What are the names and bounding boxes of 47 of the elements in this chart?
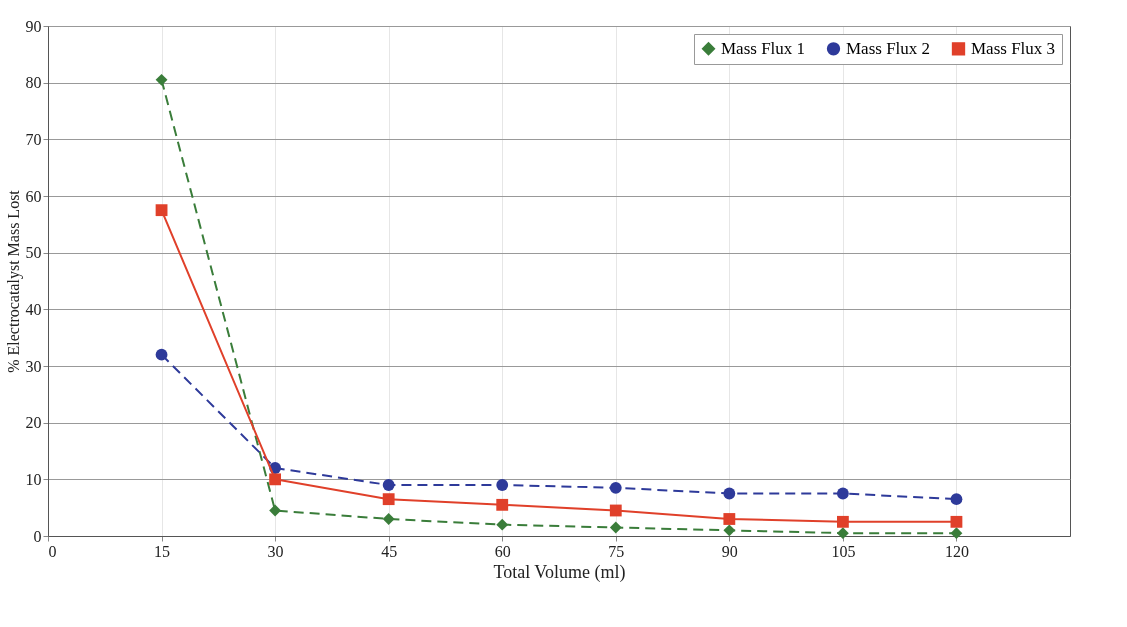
x-tick-label: 0: [48, 542, 57, 560]
point: [836, 487, 849, 500]
legend-label: Mass Flux 3: [971, 38, 1056, 58]
point: [836, 527, 849, 540]
point: [609, 521, 622, 534]
point: [950, 515, 963, 528]
point: [269, 473, 282, 486]
y-tick-label: 20: [25, 414, 42, 432]
point: [950, 493, 963, 506]
point: [155, 73, 168, 86]
y-tick-label: 0: [33, 527, 42, 545]
point: [609, 504, 622, 517]
x-tick-label: 105: [831, 542, 856, 560]
point: [723, 524, 736, 537]
point: [382, 493, 395, 506]
x-tick-label: 90: [721, 542, 738, 560]
point: [496, 518, 509, 531]
point: [723, 513, 736, 525]
legend-label: Mass Flux 2: [846, 38, 931, 58]
y-tick-label: 50: [25, 244, 42, 262]
x-axis-title: Total Volume (ml): [493, 561, 626, 583]
x-tick-label: 60: [494, 542, 511, 560]
point: [836, 515, 849, 528]
x-tick-label: 45: [381, 542, 398, 560]
y-tick-label: 60: [25, 187, 42, 205]
point: [382, 479, 395, 491]
point: [382, 513, 395, 525]
point: [269, 504, 282, 517]
y-tick-label: 40: [25, 300, 42, 318]
y-tick-label: 30: [25, 357, 42, 375]
point: [155, 204, 168, 217]
y-tick-label: 80: [25, 74, 42, 92]
x-tick-label: 15: [154, 542, 171, 560]
point: [609, 481, 622, 494]
point: [496, 498, 509, 511]
point: [950, 527, 963, 540]
point: [496, 479, 509, 491]
x-tick-label: 120: [944, 542, 969, 560]
y-tick-label: 10: [25, 470, 42, 488]
x-tick-label: 75: [608, 542, 625, 560]
y-axis-title: % Electrocatalyst Mass Lost: [4, 189, 23, 373]
legend-label: Mass Flux 1: [721, 38, 806, 58]
point: [723, 487, 736, 500]
x-tick-label: 30: [267, 542, 284, 560]
y-tick-label: 70: [25, 130, 42, 148]
y-tick-label: 90: [25, 17, 42, 35]
point: [155, 348, 168, 361]
